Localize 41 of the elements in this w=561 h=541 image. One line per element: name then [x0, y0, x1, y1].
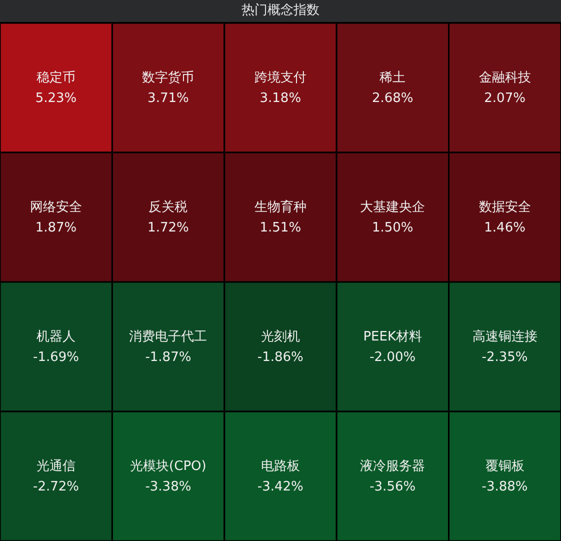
- category-label: 电路板: [260, 458, 300, 474]
- data-label: -3.42%: [257, 480, 304, 495]
- data-label: -1.86%: [257, 350, 304, 366]
- data-label: 1.87%: [35, 220, 77, 236]
- category-label: 稀土: [380, 70, 406, 86]
- data-label: 1.72%: [148, 220, 189, 236]
- category-label: PEEK材料: [363, 329, 422, 344]
- category-label: 消费电子代工: [129, 329, 208, 344]
- data-label: 1.46%: [484, 220, 526, 236]
- data-label: -3.38%: [145, 480, 192, 495]
- category-label: 数据安全: [478, 198, 531, 215]
- data-label: -3.88%: [482, 480, 528, 495]
- category-label: 稳定币: [36, 70, 76, 86]
- category-label: 数字货币: [142, 69, 194, 86]
- data-label: 3.18%: [260, 91, 302, 106]
- data-label: 1.50%: [372, 220, 414, 236]
- data-label: 5.23%: [35, 91, 77, 106]
- text: 热门概念指数: [0, 0, 561, 23]
- data-label: -2.72%: [33, 480, 79, 495]
- category-label: 生物育种: [254, 198, 306, 215]
- data-label: -2.35%: [482, 350, 528, 366]
- data-label: 1.51%: [260, 220, 302, 236]
- category-label: 网络安全: [30, 198, 82, 215]
- category-label: 大基建央企: [360, 200, 426, 215]
- data-label: -1.69%: [33, 350, 79, 366]
- data-label: -1.87%: [145, 350, 192, 366]
- category-label: 光通信: [36, 458, 76, 474]
- category-label: 光刻机: [260, 329, 300, 344]
- category-label: 机器人: [36, 329, 76, 344]
- data-label: -2.00%: [370, 350, 416, 366]
- data-label: 2.68%: [372, 91, 414, 106]
- data-label: -3.56%: [370, 480, 416, 495]
- category-label: 光模块(CPO): [130, 458, 206, 474]
- category-label: 跨境支付: [254, 69, 306, 86]
- data-label: 3.71%: [148, 91, 189, 106]
- category-label: 液冷服务器: [360, 458, 426, 474]
- category-label: 覆铜板: [485, 458, 524, 474]
- category-label: 反关税: [148, 200, 188, 215]
- data-label: 2.07%: [484, 91, 526, 106]
- category-label: 高速铜连接: [472, 328, 538, 344]
- category-label: 金融科技: [478, 70, 531, 86]
